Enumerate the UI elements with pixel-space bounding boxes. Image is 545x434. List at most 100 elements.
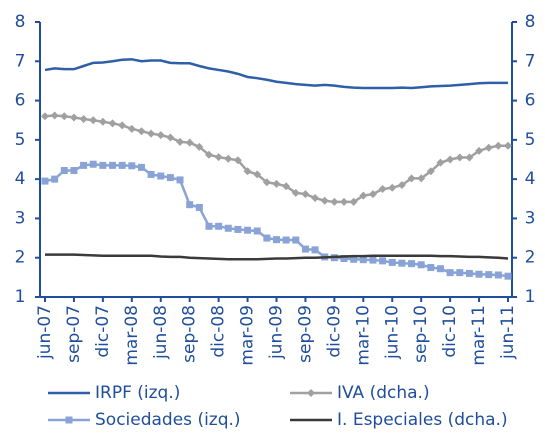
data-point [118,121,127,130]
data-point [98,117,107,126]
legend-label: Sociedades (izq.) [95,410,241,430]
x-tick-label: mar-09 [238,305,258,366]
y-tick-label: 2 [15,248,26,268]
data-point [455,153,464,162]
data-point [166,133,175,142]
y-tick-label: 3 [15,208,26,228]
data-point [195,142,204,151]
legend-label: IRPF (izq.) [95,383,180,403]
data-point [475,146,484,155]
data-point [60,112,69,121]
y2-tick-label: 2 [525,248,536,268]
x-tick-label: sep-09 [295,305,315,363]
data-point [137,163,145,171]
data-point [417,261,425,269]
data-point [147,129,156,138]
data-point [456,269,464,277]
data-point [485,271,493,279]
data-point [224,154,233,163]
y2-tick-label: 8 [525,12,536,32]
data-point [147,170,155,178]
data-point [50,111,59,120]
x-tick-label: sep-10 [411,305,431,363]
data-point [368,190,377,199]
data-point [397,181,406,190]
data-point [282,182,291,191]
data-point [407,174,416,183]
data-point [340,255,348,262]
x-tick-label: jun-10 [382,305,402,360]
legend-label: I. Especiales (dcha.) [337,410,508,430]
data-point [282,236,290,244]
data-point [388,183,397,192]
data-point [41,177,49,185]
legend-marker [65,416,73,424]
data-point [320,196,329,205]
y2-tick-label: 5 [525,130,536,150]
data-point [311,194,320,202]
data-point [359,191,368,200]
legend-label: IVA (dcha.) [337,383,430,403]
data-point [273,236,280,244]
data-point [292,236,300,244]
data-point [349,197,358,206]
data-point [244,226,252,234]
data-point [176,176,184,184]
data-point [156,131,165,140]
data-point [272,179,281,188]
data-point [234,225,242,233]
x-tick-label: jun-07 [35,305,55,360]
data-point [446,269,454,277]
data-point [89,160,97,168]
data-point [118,161,126,169]
x-tick-label: dic-09 [324,305,344,358]
data-point [330,197,339,206]
data-point [369,256,377,264]
data-point [69,113,78,122]
y-tick-label: 5 [15,130,26,150]
x-tick-label: mar-10 [353,305,373,366]
data-point [214,153,223,162]
data-point [426,167,435,176]
data-point [427,264,435,272]
data-point [166,174,174,182]
x-tick-label: jun-08 [151,305,171,360]
data-point [388,258,396,266]
data-point [157,172,165,180]
data-point [262,178,271,187]
data-point [436,158,445,167]
data-point [127,124,136,133]
data-point [504,141,512,150]
data-point [311,246,319,254]
data-point [243,167,252,176]
data-point [398,259,406,267]
data-point [204,150,213,159]
data-point [378,184,387,193]
data-point [186,201,194,209]
data-point [79,115,88,124]
data-point [301,245,309,253]
data-point [41,112,49,121]
data-point [484,143,493,152]
data-point [89,116,98,125]
x-tick-label: mar-11 [469,305,489,366]
y-tick-label: 1 [15,287,26,307]
x-tick-label: jun-11 [498,305,518,360]
data-point [504,272,512,280]
x-tick-label: jun-09 [267,305,287,360]
data-point [233,156,242,165]
series-line [45,253,509,261]
data-point [185,138,194,147]
x-tick-label: dic-07 [93,305,113,358]
data-point [263,234,271,242]
data-point [109,161,117,169]
data-point [350,255,358,263]
legend-marker [307,389,315,397]
x-tick-label: mar-08 [122,305,142,366]
data-point [128,162,136,170]
data-point [475,270,483,278]
data-point [99,161,107,169]
data-point [215,222,223,230]
y2-tick-label: 1 [525,287,536,307]
